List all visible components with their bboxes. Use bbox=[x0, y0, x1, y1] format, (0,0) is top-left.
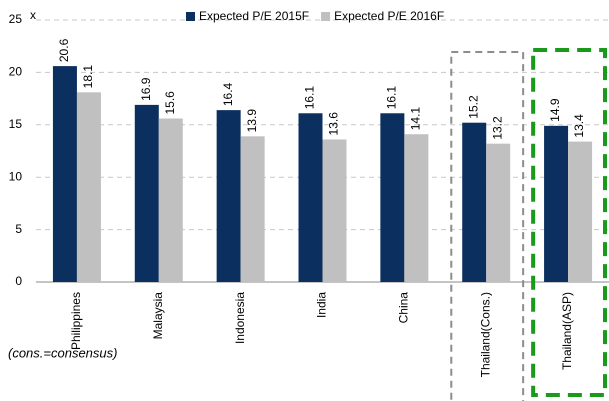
bar bbox=[76, 92, 101, 282]
y-tick-label: 10 bbox=[9, 169, 23, 183]
legend-label: Expected P/E 2016F bbox=[334, 9, 444, 23]
data-label: 16.4 bbox=[221, 82, 235, 106]
y-tick-label: 0 bbox=[15, 274, 22, 288]
bar bbox=[158, 118, 183, 283]
data-label: 18.1 bbox=[81, 65, 95, 89]
annotation: (cons.=consensus) bbox=[8, 345, 117, 360]
data-label: 20.6 bbox=[57, 38, 71, 62]
highlight-box bbox=[531, 48, 608, 397]
data-label: 13.2 bbox=[490, 116, 504, 140]
legend-label: Expected P/E 2015F bbox=[199, 9, 309, 23]
data-label: 14.9 bbox=[548, 98, 562, 122]
bar bbox=[486, 143, 511, 282]
data-label: 14.1 bbox=[409, 107, 423, 131]
bar bbox=[298, 113, 323, 282]
data-label: 16.1 bbox=[385, 86, 399, 110]
x-tick-label: India bbox=[315, 292, 329, 318]
bar bbox=[240, 136, 265, 282]
bar bbox=[544, 125, 569, 283]
data-label: 16.9 bbox=[139, 77, 153, 101]
bar bbox=[322, 139, 347, 282]
data-label: 15.6 bbox=[163, 91, 177, 115]
y-axis-unit: x bbox=[30, 8, 36, 22]
data-label: 13.9 bbox=[245, 109, 259, 133]
data-label: 15.2 bbox=[466, 95, 480, 119]
y-tick-label: 25 bbox=[9, 12, 23, 26]
data-label: 13.4 bbox=[572, 114, 586, 138]
y-tick-label: 20 bbox=[9, 65, 23, 79]
bar bbox=[462, 122, 487, 282]
x-tick-label: Thailand(ASP) bbox=[560, 292, 574, 370]
bar bbox=[404, 134, 429, 282]
x-tick-label: Thailand(Cons.) bbox=[478, 292, 492, 377]
bar bbox=[134, 104, 159, 282]
legend-swatch bbox=[321, 12, 331, 21]
data-label: 16.1 bbox=[303, 86, 317, 110]
x-tick-label: China bbox=[397, 292, 411, 324]
x-tick-label: Malaysia bbox=[151, 292, 165, 340]
bar bbox=[568, 141, 593, 282]
x-tick-label: Philippines bbox=[69, 292, 83, 350]
legend-swatch bbox=[186, 12, 195, 21]
bar bbox=[216, 110, 241, 283]
y-tick-label: 15 bbox=[9, 117, 23, 131]
y-tick-label: 5 bbox=[15, 222, 22, 236]
bar bbox=[52, 66, 77, 282]
data-label: 13.6 bbox=[327, 112, 341, 136]
bar bbox=[380, 113, 405, 282]
x-tick-label: Indonesia bbox=[233, 292, 247, 344]
